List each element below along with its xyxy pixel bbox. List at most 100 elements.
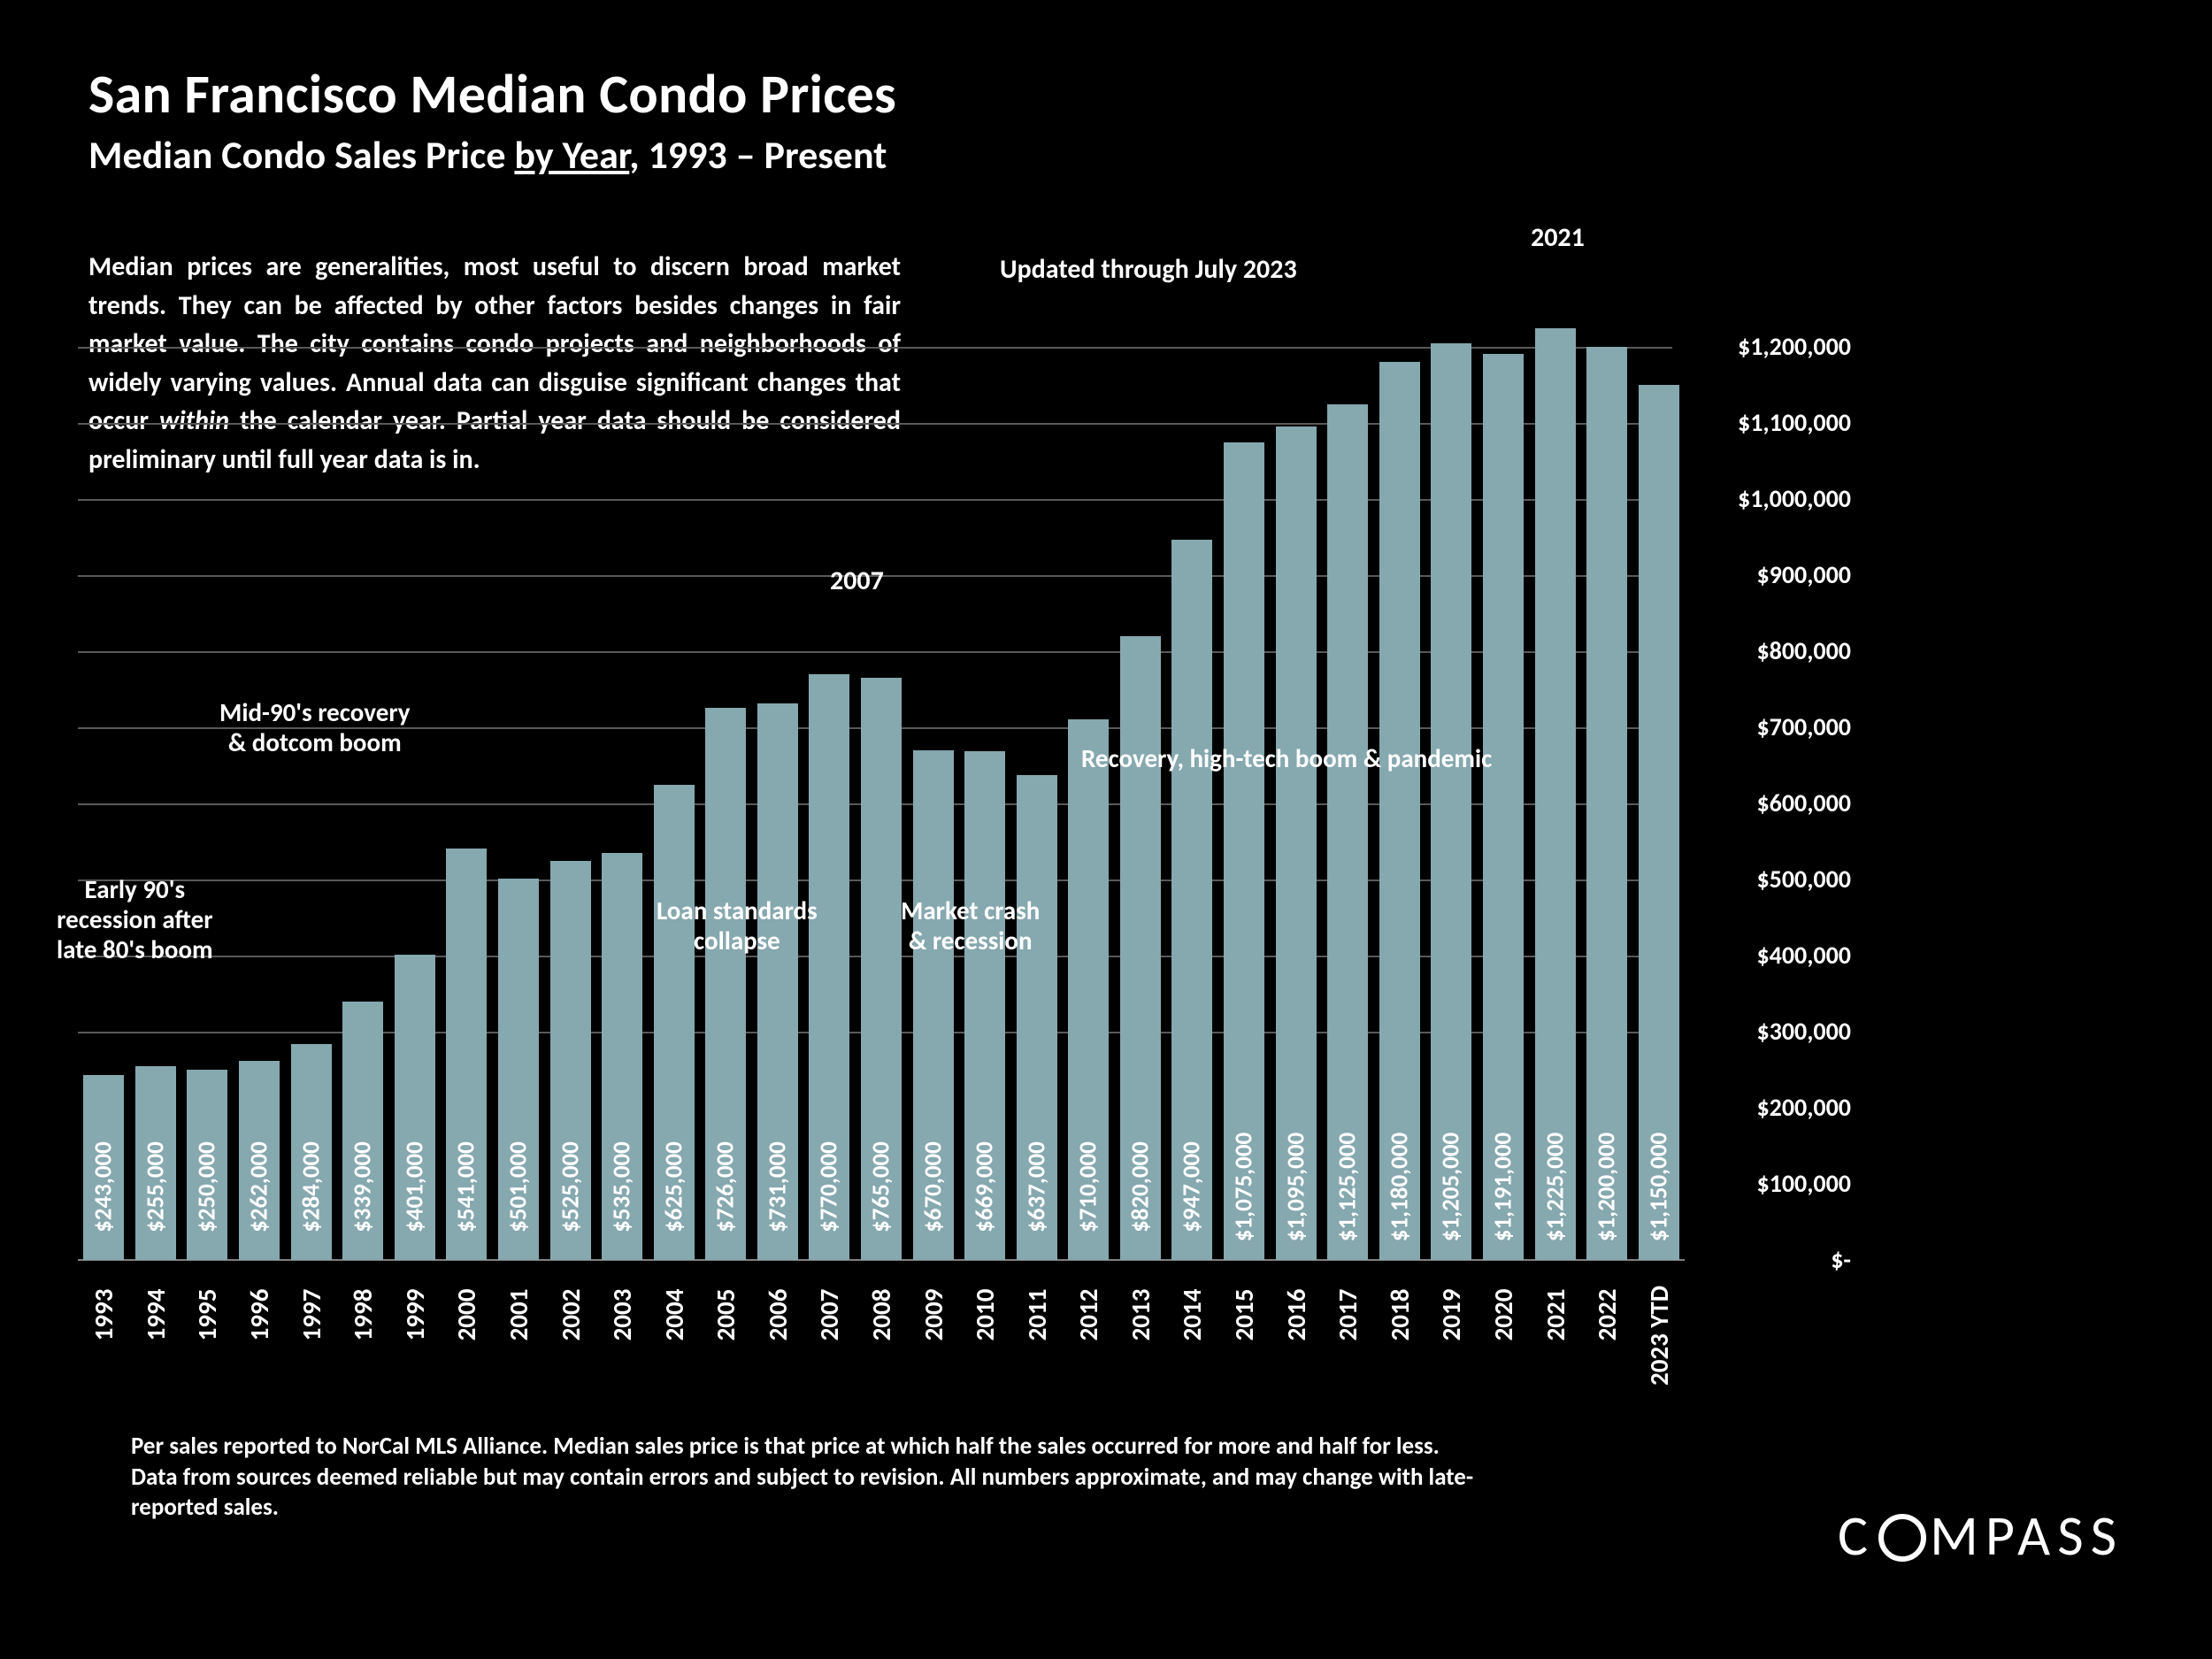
bar-value-label: $401,000 (400, 1141, 429, 1233)
x-tick-label: 2017 (1332, 1279, 1363, 1350)
bar: $669,000 (964, 751, 1005, 1260)
y-tick-label: $100,000 (1692, 1168, 1851, 1199)
x-tick-label: 2001 (503, 1279, 534, 1350)
bar-value-label: $726,000 (711, 1141, 741, 1233)
bar-value-label: $243,000 (89, 1141, 119, 1233)
x-tick-label: 2005 (710, 1279, 741, 1350)
bar: $726,000 (705, 708, 746, 1260)
bar: $947,000 (1171, 540, 1212, 1260)
bar-value-label: $637,000 (1022, 1141, 1051, 1233)
bar: $710,000 (1068, 719, 1109, 1260)
bar-value-label: $541,000 (452, 1141, 481, 1233)
chart-annotation: Early 90'srecession afterlate 80's boom (57, 874, 213, 965)
bar: $501,000 (498, 879, 539, 1260)
y-axis-labels: $-$100,000$200,000$300,000$400,000$500,0… (1692, 260, 1851, 1260)
x-tick-label: 2014 (1176, 1279, 1208, 1350)
x-tick-label: 1997 (296, 1279, 327, 1350)
subtitle-pre: Median Condo Sales Price (88, 131, 514, 179)
bar-value-label: $1,225,000 (1540, 1133, 1570, 1241)
subtitle-underline: by Year (514, 131, 629, 179)
bar-value-label: $1,150,000 (1644, 1133, 1673, 1241)
footer-note: Per sales reported to NorCal MLS Allianc… (131, 1432, 1476, 1524)
x-tick-label: 2002 (555, 1279, 587, 1350)
bar-value-label: $1,205,000 (1437, 1133, 1466, 1241)
y-tick-label: $300,000 (1692, 1016, 1851, 1047)
bar-value-label: $255,000 (141, 1141, 170, 1233)
bar-value-label: $1,095,000 (1281, 1133, 1310, 1241)
logo-o-icon (1878, 1514, 1926, 1562)
bar: $525,000 (550, 861, 591, 1261)
bar: $625,000 (654, 785, 695, 1261)
bar-value-label: $284,000 (296, 1141, 326, 1233)
x-tick-label: 1993 (88, 1279, 119, 1350)
x-tick-label: 2011 (1021, 1279, 1053, 1350)
y-tick-label: $700,000 (1692, 711, 1851, 742)
x-tick-label: 2019 (1435, 1279, 1467, 1350)
x-tick-label: 2021 (1540, 1279, 1571, 1350)
bar-value-label: $339,000 (349, 1141, 378, 1233)
x-tick-label: 1995 (191, 1279, 223, 1350)
bar: $262,000 (239, 1061, 280, 1260)
x-tick-label: 2003 (606, 1279, 638, 1350)
x-tick-label: 2009 (918, 1279, 949, 1350)
bar-value-label: $947,000 (1178, 1141, 1207, 1233)
bar: $770,000 (809, 674, 849, 1260)
bar: $1,095,000 (1276, 426, 1317, 1260)
y-tick-label: $1,200,000 (1692, 331, 1851, 362)
x-tick-label: 2006 (762, 1279, 794, 1350)
bar: $535,000 (602, 853, 642, 1260)
x-tick-label: 2022 (1591, 1279, 1623, 1350)
bar-value-label: $535,000 (608, 1141, 637, 1233)
x-tick-label: 1994 (140, 1279, 172, 1350)
chart-annotation: Loan standardscollapse (657, 895, 818, 956)
x-tick-label: 1998 (347, 1279, 379, 1350)
bar: $255,000 (135, 1066, 176, 1260)
y-tick-label: $800,000 (1692, 635, 1851, 666)
x-tick-label: 2018 (1384, 1279, 1416, 1350)
bar-value-label: $625,000 (659, 1141, 688, 1233)
x-tick-label: 2013 (1125, 1279, 1156, 1350)
bar-value-label: $262,000 (245, 1141, 274, 1233)
bar-value-label: $1,200,000 (1593, 1133, 1622, 1241)
bar: $1,125,000 (1327, 404, 1368, 1261)
y-tick-label: $900,000 (1692, 559, 1851, 590)
y-tick-label: $1,000,000 (1692, 483, 1851, 514)
bar: $637,000 (1017, 775, 1057, 1260)
x-tick-label: 2023 YTD (1643, 1315, 1675, 1386)
bar: $1,075,000 (1224, 442, 1264, 1261)
bar: $1,205,000 (1431, 343, 1471, 1260)
bar: $284,000 (291, 1044, 332, 1260)
x-tick-label: 2008 (865, 1279, 897, 1350)
logo-letters: MPASS (1930, 1502, 2124, 1571)
slide: San Francisco Median Condo Prices Median… (0, 0, 2212, 1659)
bar: $250,000 (187, 1070, 227, 1260)
chart-callout: 2007 (830, 565, 884, 597)
y-tick-label: $1,100,000 (1692, 407, 1851, 438)
x-tick-label: 1999 (399, 1279, 431, 1350)
bar-value-label: $1,075,000 (1230, 1133, 1259, 1241)
bar: $731,000 (757, 703, 798, 1260)
x-tick-label: 2007 (813, 1279, 845, 1350)
y-tick-label: $400,000 (1692, 940, 1851, 971)
bar-value-label: $669,000 (971, 1141, 1000, 1233)
bar: $243,000 (83, 1075, 124, 1260)
chart-callout: 2021 (1531, 221, 1585, 254)
bar-value-label: $1,125,000 (1333, 1133, 1363, 1241)
title-block: San Francisco Median Condo Prices Median… (88, 60, 896, 179)
x-tick-label: 2015 (1228, 1279, 1260, 1350)
bar: $339,000 (342, 1002, 383, 1260)
bar: $1,191,000 (1483, 354, 1524, 1260)
x-tick-label: 2010 (969, 1279, 1001, 1350)
bar: $1,150,000 (1639, 385, 1679, 1260)
x-tick-label: 2004 (658, 1279, 690, 1350)
x-tick-label: 2016 (1280, 1279, 1312, 1350)
bar-value-label: $765,000 (867, 1141, 896, 1233)
bar-value-label: $820,000 (1125, 1141, 1155, 1233)
bar-value-label: $770,000 (815, 1141, 844, 1233)
chart-annotation: Market crash& recession (901, 895, 1040, 956)
compass-logo: C MPASS (1838, 1502, 2124, 1571)
bar: $541,000 (446, 849, 487, 1260)
bar: $401,000 (395, 955, 435, 1260)
bar-value-label: $525,000 (556, 1141, 585, 1233)
y-tick-label: $500,000 (1692, 864, 1851, 895)
